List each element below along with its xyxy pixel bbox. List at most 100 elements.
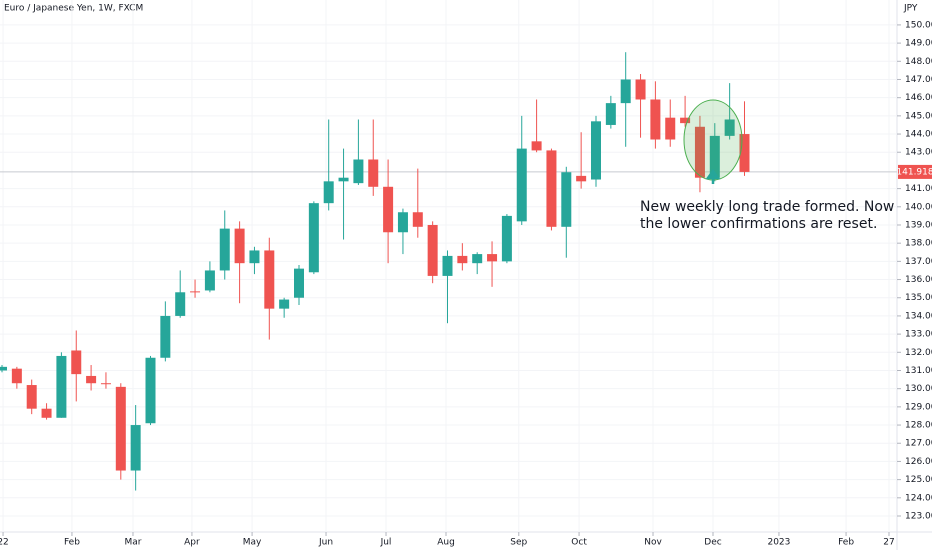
candle-body xyxy=(739,134,750,172)
candle-body xyxy=(353,159,364,184)
candle-body xyxy=(501,215,512,262)
candle-body xyxy=(576,175,587,182)
candle-body xyxy=(709,135,720,178)
candle-body xyxy=(279,299,290,309)
candle-body xyxy=(56,355,67,418)
y-tick-label: 130.000 xyxy=(905,384,932,394)
candle-body xyxy=(635,79,646,100)
y-unit: JPY xyxy=(903,4,918,14)
candle-body xyxy=(145,357,156,424)
y-tick-label: 145.000 xyxy=(905,111,932,121)
x-tick-label: Feb xyxy=(838,538,854,548)
chart-title: Euro / Japanese Yen, 1W, FXCM xyxy=(4,4,143,14)
candle-body xyxy=(724,119,735,136)
candle-body xyxy=(308,203,319,273)
y-tick-label: 126.000 xyxy=(905,457,932,467)
y-tick-label: 125.000 xyxy=(905,475,932,485)
candle-body xyxy=(338,177,349,182)
y-tick-label: 136.000 xyxy=(905,275,932,285)
y-tick-label: 143.000 xyxy=(905,148,932,158)
candle-body xyxy=(175,292,186,316)
y-tick-label: 137.000 xyxy=(905,257,932,267)
candle-body xyxy=(442,255,453,276)
candle-body xyxy=(472,254,483,264)
candle-body xyxy=(368,159,379,187)
candle-body xyxy=(26,385,37,409)
candle-body xyxy=(249,250,260,264)
candle-body xyxy=(531,141,542,151)
x-tick-label: Oct xyxy=(571,538,587,548)
candle-body xyxy=(561,172,572,227)
y-tick-label: 149.000 xyxy=(905,39,932,49)
y-tick-label: 127.000 xyxy=(905,439,932,449)
y-tick-label: 132.000 xyxy=(905,348,932,358)
y-tick-label: 131.000 xyxy=(905,366,932,376)
candle-body xyxy=(86,375,97,384)
y-tick-label: 144.000 xyxy=(905,130,932,140)
candle-body xyxy=(546,150,557,227)
candle-body xyxy=(427,224,438,276)
x-tick-label: May xyxy=(243,538,262,548)
candle-body xyxy=(650,99,661,140)
candle-body xyxy=(41,408,52,418)
price-label-box xyxy=(898,164,932,179)
annotation: New weekly long trade formed. Now xyxy=(640,199,894,215)
x-tick-label: Feb xyxy=(64,538,80,548)
candle-body xyxy=(487,254,498,262)
highlight-ellipse xyxy=(683,99,743,181)
y-tick-label: 146.000 xyxy=(905,93,932,103)
candle-body xyxy=(665,117,676,140)
y-tick-label: 138.000 xyxy=(905,239,932,249)
y-tick-label: 139.000 xyxy=(905,220,932,230)
y-tick-label: 147.000 xyxy=(905,75,932,85)
x-tick-label: 22 xyxy=(0,538,9,548)
candle-body xyxy=(323,181,334,204)
candle-body xyxy=(457,255,468,264)
candle-body xyxy=(160,315,171,358)
y-tick-label: 148.000 xyxy=(905,57,932,67)
candle-body xyxy=(620,79,631,104)
candle-body xyxy=(516,148,527,222)
y-tick-label: 129.000 xyxy=(905,402,932,412)
candle-body xyxy=(100,383,111,385)
x-tick-label: Mar xyxy=(124,538,141,548)
candle-body xyxy=(219,228,230,271)
candle-body xyxy=(204,270,215,291)
candle-body xyxy=(605,103,616,125)
candle-body xyxy=(115,386,126,471)
y-tick-label: 134.000 xyxy=(905,311,932,321)
candle-body xyxy=(130,425,141,471)
candle-body xyxy=(397,212,408,233)
x-tick-label: Jul xyxy=(380,538,392,548)
x-tick-label: Jun xyxy=(318,538,333,548)
y-tick-label: 123.000 xyxy=(905,511,932,521)
candle-body xyxy=(264,250,275,309)
x-tick-label: 2023 xyxy=(767,538,790,548)
x-tick-label: 27 xyxy=(883,538,894,548)
candle-body xyxy=(694,126,705,178)
candle-body xyxy=(590,121,601,180)
x-tick-label: Sep xyxy=(510,538,527,548)
candle-body xyxy=(234,228,245,264)
annotation-arrow xyxy=(705,168,721,184)
x-tick-label: Apr xyxy=(184,538,200,548)
y-tick-label: 128.000 xyxy=(905,421,932,431)
x-tick-label: Dec xyxy=(704,538,721,548)
candle-body xyxy=(383,186,394,233)
candle-body xyxy=(11,368,22,384)
x-tick-label: Nov xyxy=(644,538,662,548)
candle-body xyxy=(71,350,82,375)
x-tick-label: Aug xyxy=(437,538,455,548)
candle-body xyxy=(0,366,8,371)
annotation: the lower confirmations are reset. xyxy=(640,216,877,232)
y-tick-label: 141.000 xyxy=(905,184,932,194)
candle-body xyxy=(680,117,691,124)
candle-body xyxy=(294,268,304,298)
y-tick-label: 140.000 xyxy=(905,202,932,212)
y-tick-label: 133.000 xyxy=(905,330,932,340)
y-tick-label: 150.000 xyxy=(905,20,932,30)
y-tick-label: 124.000 xyxy=(905,493,932,503)
